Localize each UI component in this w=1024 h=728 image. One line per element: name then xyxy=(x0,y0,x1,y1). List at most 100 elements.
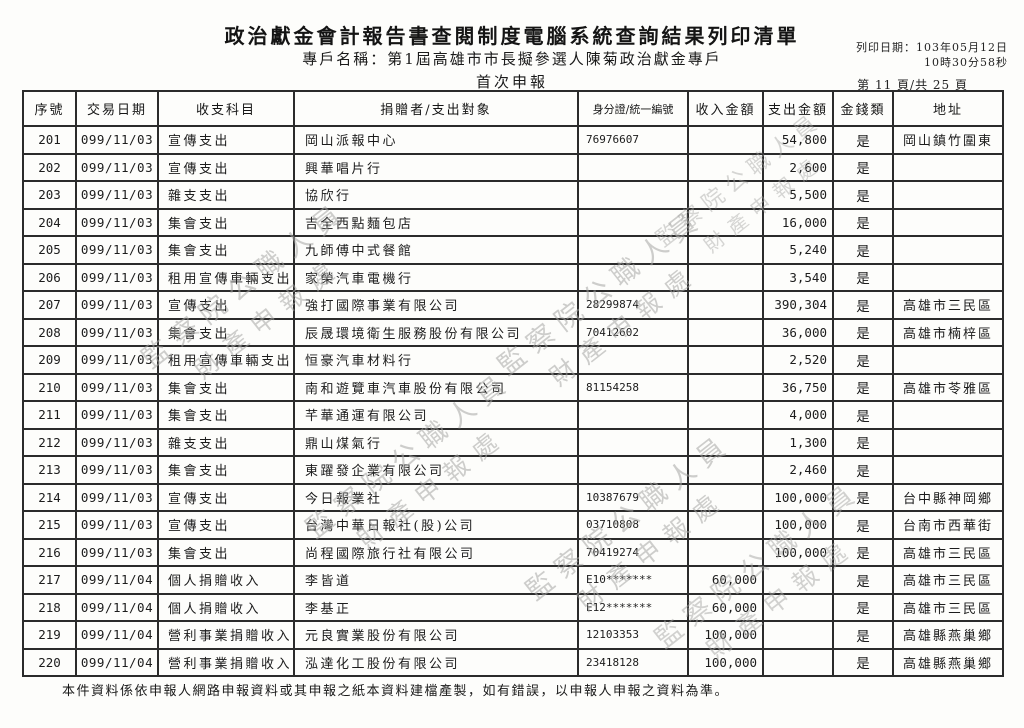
cell-serial: 213 xyxy=(22,455,77,485)
cell-expense xyxy=(762,565,834,595)
cell-serial: 207 xyxy=(22,290,77,320)
cell-monetary: 是 xyxy=(832,317,894,347)
cell-income xyxy=(687,152,764,182)
cell-counterparty: 強打國際事業有限公司 xyxy=(293,290,579,320)
cell-income xyxy=(687,427,764,457)
cell-id-number: 70419274 xyxy=(577,537,689,567)
cell-date: 099/11/03 xyxy=(75,317,159,347)
cell-monetary: 是 xyxy=(832,510,894,540)
cell-address xyxy=(892,427,1004,457)
cell-counterparty: 吉全西點麵包店 xyxy=(293,207,579,237)
column-header-date: 交易日期 xyxy=(75,90,159,127)
cell-monetary: 是 xyxy=(832,620,894,650)
cell-income: 60,000 xyxy=(687,592,764,622)
cell-date: 099/11/04 xyxy=(75,565,159,595)
column-header-address: 地址 xyxy=(892,90,1004,127)
cell-id-number xyxy=(577,262,689,292)
cell-income: 100,000 xyxy=(687,620,764,650)
cell-monetary: 是 xyxy=(832,400,894,430)
cell-address: 高雄市三民區 xyxy=(892,537,1004,567)
cell-id-number: 81154258 xyxy=(577,372,689,402)
cell-serial: 216 xyxy=(22,537,77,567)
cell-serial: 208 xyxy=(22,317,77,347)
account-name: 專戶名稱：第1屆高雄市市長擬參選人陳菊政治獻金專戶 xyxy=(302,50,722,68)
table-row: 214 099/11/03 宣傳支出 今日報業社 10387679 100,000 是台中縣… xyxy=(22,482,1004,512)
cell-date: 099/11/03 xyxy=(75,455,159,485)
column-header-category: 收支科目 xyxy=(157,90,295,127)
table-row: 204 099/11/03 集會支出 吉全西點麵包店 16,000 是 xyxy=(22,207,1004,237)
cell-monetary: 是 xyxy=(832,372,894,402)
cell-id-number xyxy=(577,152,689,182)
cell-date: 099/11/03 xyxy=(75,290,159,320)
cell-counterparty: 元良實業股份有限公司 xyxy=(293,620,579,650)
cell-date: 099/11/03 xyxy=(75,482,159,512)
cell-date: 099/11/03 xyxy=(75,207,159,237)
cell-date: 099/11/04 xyxy=(75,620,159,650)
cell-date: 099/11/03 xyxy=(75,345,159,375)
cell-serial: 202 xyxy=(22,152,77,182)
cell-counterparty: 協欣行 xyxy=(293,180,579,210)
cell-id-number: 23418128 xyxy=(577,647,689,677)
cell-monetary: 是 xyxy=(832,207,894,237)
cell-income xyxy=(687,262,764,292)
page-indicator: 第 11 頁/共 25 頁 xyxy=(857,78,968,92)
cell-monetary: 是 xyxy=(832,290,894,320)
cell-counterparty: 李基正 xyxy=(293,592,579,622)
cell-date: 099/11/04 xyxy=(75,647,159,677)
cell-serial: 204 xyxy=(22,207,77,237)
cell-counterparty: 泓達化工股份有限公司 xyxy=(293,647,579,677)
cell-serial: 210 xyxy=(22,372,77,402)
table-row: 212 099/11/03 雜支支出 鼎山煤氣行 1,300 是 xyxy=(22,427,1004,457)
table-row: 210 099/11/03 集會支出 南和遊覽車汽車股份有限公司 81154258 36,… xyxy=(22,372,1004,402)
cell-monetary: 是 xyxy=(832,482,894,512)
table-row: 205 099/11/03 集會支出 九師傅中式餐館 5,240 是 xyxy=(22,235,1004,265)
cell-category: 宣傳支出 xyxy=(157,482,295,512)
cell-serial: 214 xyxy=(22,482,77,512)
cell-counterparty: 今日報業社 xyxy=(293,482,579,512)
cell-expense: 4,000 xyxy=(762,400,834,430)
cell-date: 099/11/03 xyxy=(75,235,159,265)
cell-category: 集會支出 xyxy=(157,537,295,567)
cell-serial: 206 xyxy=(22,262,77,292)
cell-serial: 212 xyxy=(22,427,77,457)
cell-counterparty: 鼎山煤氣行 xyxy=(293,427,579,457)
cell-income xyxy=(687,180,764,210)
cell-income xyxy=(687,455,764,485)
table-header-row: 序號 交易日期 收支科目 捐贈者/支出對象 身分證/統一編號 收入金額 支出金額 金錢類 地址 xyxy=(22,90,1004,127)
cell-category: 集會支出 xyxy=(157,372,295,402)
cell-counterparty: 興華唱片行 xyxy=(293,152,579,182)
cell-expense: 2,600 xyxy=(762,152,834,182)
table-row: 208 099/11/03 集會支出 辰晟環境衛生服務股份有限公司 70412602 36… xyxy=(22,317,1004,347)
table-row: 201 099/11/03 宣傳支出 岡山派報中心 76976607 54,800 是岡山鎮… xyxy=(22,125,1004,155)
report-type: 首次申報 xyxy=(475,73,548,91)
cell-date: 099/11/03 xyxy=(75,372,159,402)
print-date: 列印日期：103年05月12日 10時30分58秒 xyxy=(856,40,1008,70)
cell-income xyxy=(687,537,764,567)
cell-counterparty: 恒豪汽車材料行 xyxy=(293,345,579,375)
transactions-table: 序號 交易日期 收支科目 捐贈者/支出對象 身分證/統一編號 收入金額 支出金額 金錢類 地址 … xyxy=(22,90,1004,677)
cell-category: 集會支出 xyxy=(157,235,295,265)
cell-category: 宣傳支出 xyxy=(157,152,295,182)
column-header-id-number: 身分證/統一編號 xyxy=(577,90,689,127)
table-row: 219 099/11/04 營利事業捐贈收入 元良實業股份有限公司 12103353 10… xyxy=(22,620,1004,650)
cell-serial: 201 xyxy=(22,125,77,155)
cell-expense xyxy=(762,592,834,622)
cell-serial: 211 xyxy=(22,400,77,430)
cell-date: 099/11/03 xyxy=(75,262,159,292)
cell-income xyxy=(687,510,764,540)
table-row: 217 099/11/04 個人捐贈收入 李皆道 E10******* 60,000 是高雄… xyxy=(22,565,1004,595)
table-row: 202 099/11/03 宣傳支出 興華唱片行 2,600 是 xyxy=(22,152,1004,182)
cell-monetary: 是 xyxy=(832,455,894,485)
cell-expense: 36,000 xyxy=(762,317,834,347)
cell-id-number: 70412602 xyxy=(577,317,689,347)
cell-category: 集會支出 xyxy=(157,207,295,237)
cell-category: 營利事業捐贈收入 xyxy=(157,620,295,650)
cell-id-number: E12******* xyxy=(577,592,689,622)
cell-serial: 219 xyxy=(22,620,77,650)
cell-address: 高雄市苓雅區 xyxy=(892,372,1004,402)
cell-id-number: 12103353 xyxy=(577,620,689,650)
cell-address xyxy=(892,345,1004,375)
cell-address: 高雄市三民區 xyxy=(892,565,1004,595)
cell-income xyxy=(687,317,764,347)
